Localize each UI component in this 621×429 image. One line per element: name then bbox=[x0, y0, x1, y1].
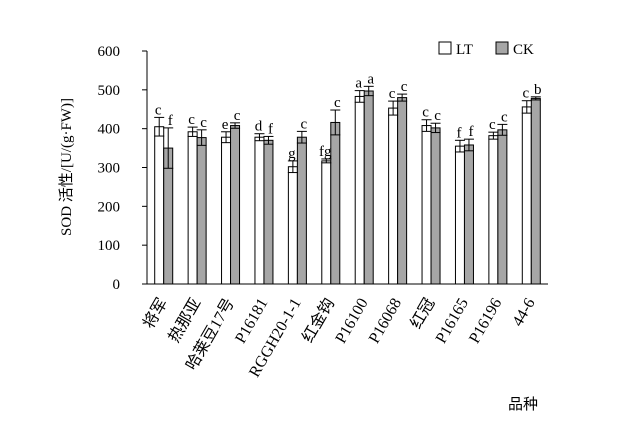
y-tick-label: 100 bbox=[98, 238, 121, 254]
error-bar-lt bbox=[254, 133, 265, 142]
error-bar-lt bbox=[154, 116, 165, 137]
bar-lt bbox=[421, 125, 432, 285]
bar-ck bbox=[430, 127, 441, 285]
significance-letter-lt: d bbox=[255, 119, 263, 135]
y-tick-label: 200 bbox=[98, 199, 121, 215]
significance-letter-lt: a bbox=[355, 76, 362, 92]
significance-letter-lt: c bbox=[422, 105, 429, 121]
x-tick-label: 将军 bbox=[140, 295, 172, 332]
y-tick-label: 300 bbox=[98, 161, 121, 177]
significance-letter-lt: c bbox=[188, 112, 195, 128]
error-bar-ck bbox=[363, 85, 374, 97]
significance-letter-lt: fg bbox=[319, 144, 332, 160]
error-bar-lt bbox=[488, 131, 499, 140]
significance-letter-ck: c bbox=[334, 95, 341, 111]
bar-lt bbox=[454, 145, 465, 285]
y-ticks: 0 100 200 300 400 500 600 bbox=[98, 44, 147, 293]
significance-letter-lt: f bbox=[456, 125, 461, 141]
error-bar-ck bbox=[263, 135, 274, 145]
significance-letter-lt: e bbox=[222, 117, 229, 133]
significance-letter-ck: c bbox=[301, 116, 308, 132]
bar-ck bbox=[230, 125, 241, 285]
x-tick-label: P16196 bbox=[466, 296, 505, 347]
y-tick-label: 0 bbox=[113, 277, 121, 293]
error-bar-lt bbox=[454, 139, 465, 153]
bar-lt bbox=[254, 136, 265, 285]
bar-lt bbox=[221, 136, 232, 285]
error-bar-lt bbox=[221, 131, 232, 144]
y-axis-label: SOD 活性/[U/(g·FW)] bbox=[58, 98, 75, 236]
error-bar-ck bbox=[397, 93, 408, 102]
significance-letter-ck: c bbox=[200, 115, 207, 131]
error-bar-ck bbox=[430, 122, 441, 134]
significance-letter-ck: f bbox=[268, 121, 273, 137]
bar-ck bbox=[263, 139, 274, 285]
bar-lt bbox=[321, 160, 332, 285]
y-tick-label: 500 bbox=[98, 83, 121, 99]
x-tick-label: P16068 bbox=[366, 296, 405, 347]
bar-ck bbox=[363, 90, 374, 285]
bar-ck bbox=[463, 144, 474, 285]
significance-letter-ck: f bbox=[168, 113, 173, 129]
significance-letter-ck: c bbox=[501, 109, 508, 125]
significance-letter-lt: g bbox=[288, 146, 296, 162]
error-bar-ck bbox=[463, 138, 474, 152]
x-axis-label: 品种 bbox=[508, 396, 538, 413]
error-bars bbox=[154, 85, 541, 174]
significance-letter-lt: c bbox=[389, 86, 396, 102]
error-bar-ck bbox=[196, 129, 207, 146]
x-tick-labels: 将军热那亚哈莱豆17号P16181RGGH20-1-1红金钩P16100P160… bbox=[140, 295, 539, 380]
legend-swatch-lt bbox=[438, 41, 452, 55]
bar-lt bbox=[388, 107, 399, 285]
x-tick-label: 红冠 bbox=[407, 295, 439, 332]
error-bar-lt bbox=[354, 90, 365, 103]
bar-lt bbox=[521, 106, 532, 285]
error-bar-ck bbox=[530, 96, 541, 101]
significance-letter-lt: c bbox=[489, 117, 496, 133]
bar-lt bbox=[488, 135, 499, 285]
significance-letter-ck: b bbox=[534, 82, 542, 98]
error-bar-lt bbox=[421, 119, 432, 132]
significance-letter-ck: c bbox=[234, 108, 241, 124]
bars bbox=[154, 90, 541, 285]
bar-lt bbox=[187, 131, 198, 285]
bar-ck bbox=[196, 137, 207, 285]
error-bar-ck bbox=[163, 127, 174, 169]
x-tick-label: 44-6 bbox=[509, 296, 538, 330]
significance-letter-lt: c bbox=[522, 86, 529, 102]
y-tick-label: 600 bbox=[98, 44, 121, 60]
error-bar-ck bbox=[497, 123, 508, 136]
error-bar-lt bbox=[521, 100, 532, 114]
bar-ck bbox=[497, 129, 508, 285]
axes bbox=[146, 51, 548, 285]
error-bar-ck bbox=[296, 130, 307, 144]
error-bar-lt bbox=[321, 158, 332, 164]
significance-letter-ck: f bbox=[468, 124, 473, 140]
bar-lt bbox=[154, 126, 165, 285]
bar-ck bbox=[397, 97, 408, 285]
bar-ck bbox=[530, 97, 541, 285]
significance-letter-ck: a bbox=[367, 71, 374, 87]
error-bar-lt bbox=[187, 126, 198, 137]
error-bar-ck bbox=[230, 122, 241, 129]
bar-lt bbox=[354, 95, 365, 285]
legend: LT CK bbox=[438, 41, 534, 58]
legend-label-ck: CK bbox=[513, 42, 534, 58]
bar-ck bbox=[330, 121, 341, 285]
bar-lt bbox=[287, 166, 298, 285]
error-bar-lt bbox=[287, 160, 298, 174]
legend-label-lt: LT bbox=[456, 42, 473, 58]
bar-ck bbox=[296, 136, 307, 285]
significance-letter-lt: c bbox=[155, 102, 162, 118]
significance-letter-ck: c bbox=[434, 108, 441, 124]
y-tick-label: 400 bbox=[98, 122, 121, 138]
legend-swatch-ck bbox=[495, 41, 509, 55]
error-bar-ck bbox=[330, 109, 341, 136]
significance-letter-ck: c bbox=[401, 79, 408, 95]
error-bar-lt bbox=[388, 100, 399, 116]
